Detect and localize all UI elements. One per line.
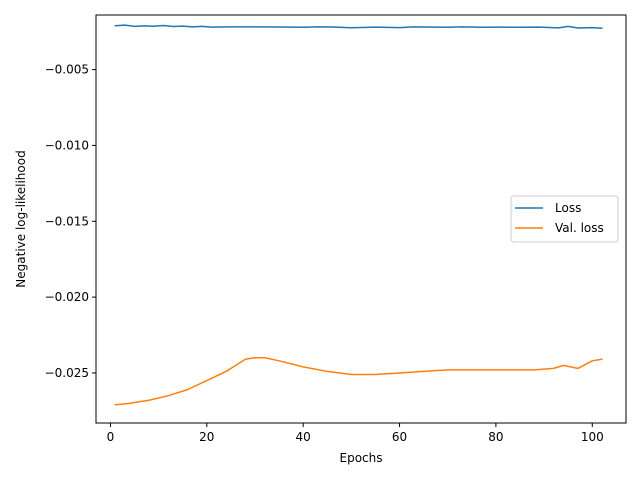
y-axis: −0.005 −0.010 −0.015 −0.020 −0.025	[45, 63, 96, 380]
legend: Loss Val. loss	[510, 195, 619, 243]
x-tick-label: 0	[107, 430, 115, 444]
y-tick-label: −0.020	[45, 290, 89, 304]
x-tick-label: 40	[296, 430, 311, 444]
series-line-loss	[114, 24, 603, 29]
legend-label-val-loss: Val. loss	[555, 221, 604, 235]
x-tick-label: 100	[581, 430, 604, 444]
y-axis-label: Negative log-likelihood	[14, 150, 28, 287]
x-axis-label: Epochs	[340, 451, 383, 465]
x-axis: 0 20 40 60 80 100	[107, 423, 604, 444]
y-tick-label: −0.005	[45, 63, 89, 77]
x-tick-label: 80	[488, 430, 503, 444]
series-line-val-loss	[114, 357, 603, 406]
plot-frame	[95, 14, 627, 424]
y-tick-label: −0.010	[45, 138, 89, 152]
series-layer	[114, 24, 603, 406]
y-tick-label: −0.025	[45, 366, 89, 380]
legend-label-loss: Loss	[555, 201, 581, 215]
x-tick-label: 20	[199, 430, 214, 444]
y-tick-label: −0.015	[45, 214, 89, 228]
x-tick-label: 60	[392, 430, 407, 444]
